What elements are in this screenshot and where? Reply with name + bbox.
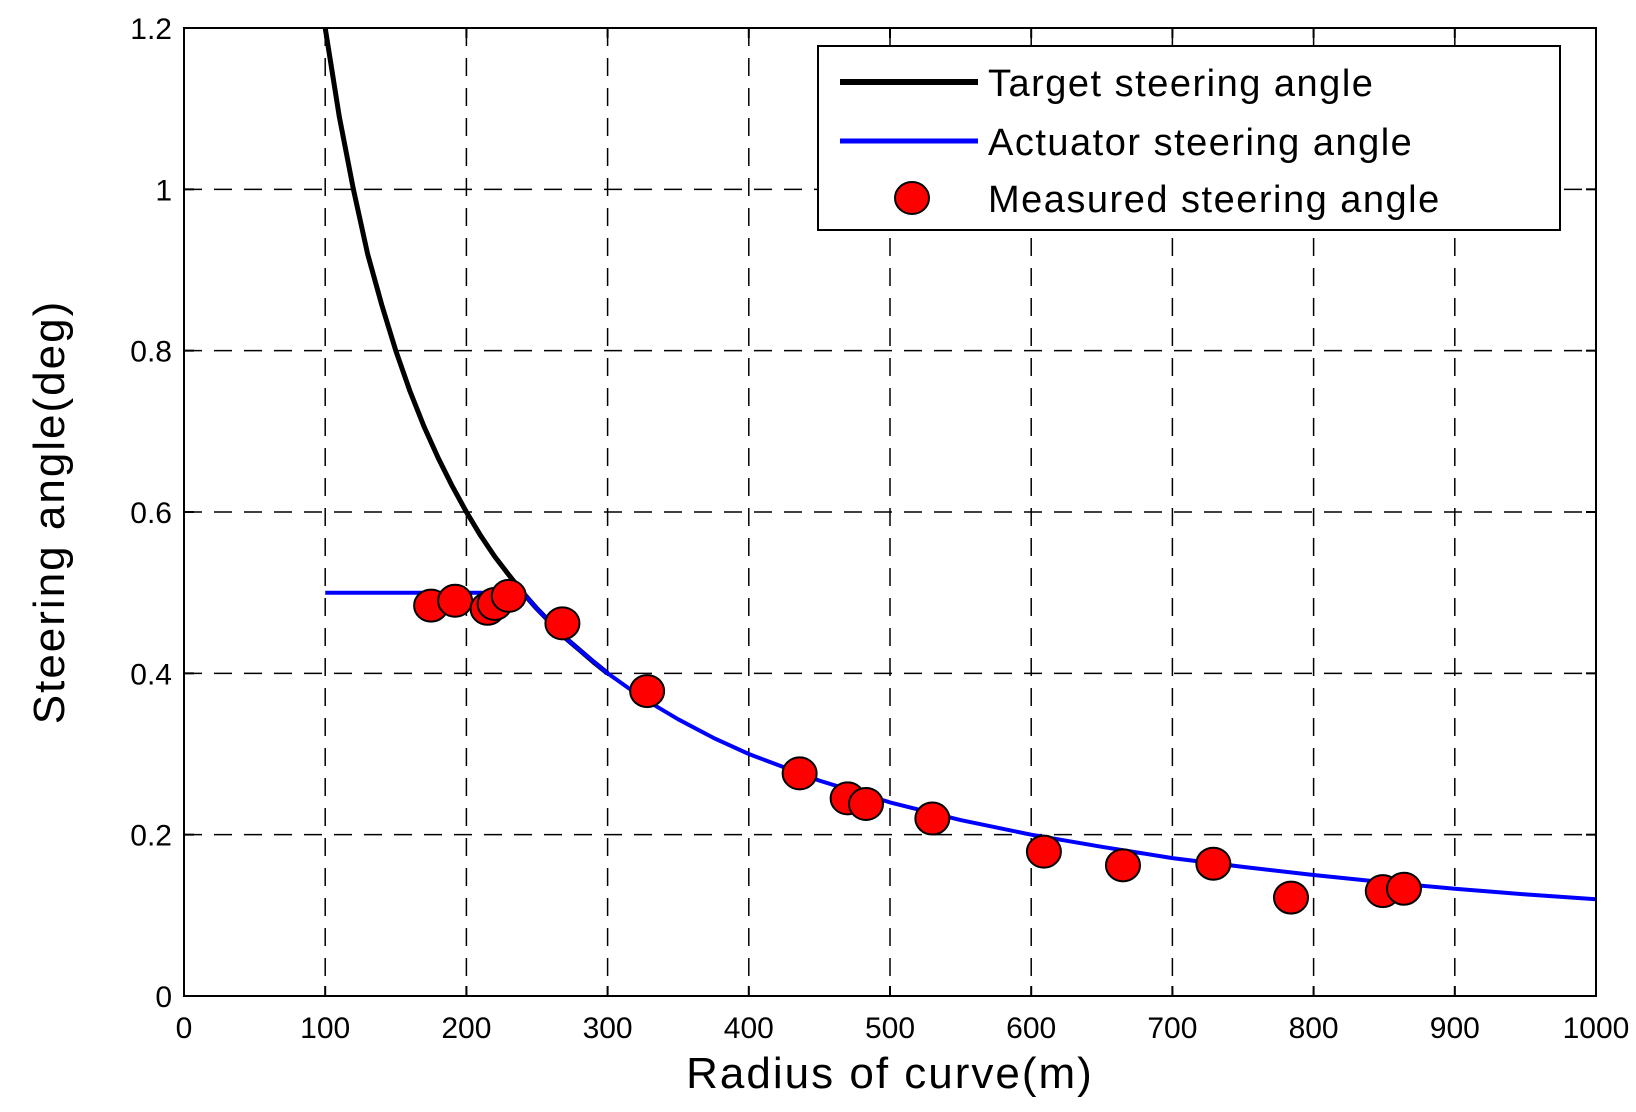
- measured-point: [781, 756, 818, 791]
- x-tick-label: 0: [176, 1012, 193, 1045]
- x-tick-label: 700: [1147, 1012, 1197, 1045]
- series-layer: [322, 28, 1596, 915]
- measured-point: [1385, 871, 1422, 906]
- series-line-actuator: [325, 590, 1596, 902]
- x-tick-label: 500: [865, 1012, 915, 1045]
- legend-label-actuator: Actuator steering angle: [988, 122, 1413, 164]
- measured-point: [914, 801, 951, 836]
- legend-swatch-measured: [894, 181, 930, 215]
- y-axis-title: Steering angle(deg): [25, 300, 74, 724]
- legend: Target steering angle Actuator steering …: [817, 45, 1561, 231]
- legend-label-target: Target steering angle: [988, 63, 1374, 105]
- x-tick-label: 400: [724, 1012, 774, 1045]
- y-tick-label: 0.8: [130, 336, 172, 369]
- x-tick-label: 100: [300, 1012, 350, 1045]
- measured-point: [1273, 880, 1310, 915]
- x-tick-label: 1000: [1563, 1012, 1630, 1045]
- measured-point: [1025, 834, 1062, 869]
- y-tick-label: 0.6: [130, 497, 172, 530]
- measured-point: [437, 583, 474, 618]
- measured-point: [1195, 846, 1232, 881]
- x-tick-label: 800: [1289, 1012, 1339, 1045]
- y-tick-label: 1: [155, 174, 172, 207]
- measured-point: [1104, 848, 1141, 883]
- y-tick-label: 0.4: [130, 658, 172, 691]
- y-tick-label: 0.2: [130, 820, 172, 853]
- x-axis-title: Radius of curve(m): [686, 1049, 1094, 1098]
- x-tick-label: 300: [583, 1012, 633, 1045]
- measured-point: [544, 606, 581, 641]
- axis-ticks: 0 100 200 300 400 500 600 700 800 900 1000 0 0.2 0.4 0…: [130, 13, 1629, 1045]
- measured-point: [629, 674, 666, 709]
- measured-point: [490, 578, 527, 613]
- y-tick-label: 1.2: [130, 13, 172, 46]
- legend-box: [817, 45, 1561, 231]
- x-tick-label: 200: [441, 1012, 491, 1045]
- measured-point: [847, 787, 884, 822]
- x-tick-label: 600: [1006, 1012, 1056, 1045]
- y-tick-label: 0: [155, 981, 172, 1014]
- x-tick-label: 900: [1430, 1012, 1480, 1045]
- legend-label-measured: Measured steering angle: [988, 179, 1441, 221]
